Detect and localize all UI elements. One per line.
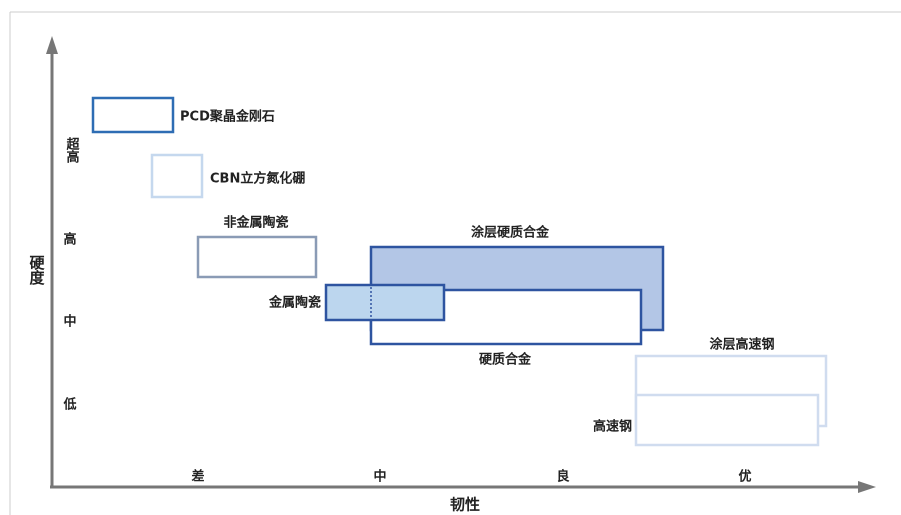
x-axis-title: 韧性 (450, 496, 480, 514)
y-axis-title: 硬度 (28, 255, 46, 286)
y-level: 高 (63, 232, 76, 248)
node-label: 高速钢 (593, 419, 632, 435)
y-arrow (46, 36, 58, 54)
x-level: 差 (191, 469, 204, 485)
y-level: 低 (62, 397, 76, 413)
cermet-box (324, 283, 446, 322)
node-label: 涂层高速钢 (709, 337, 774, 353)
x-level: 优 (738, 469, 751, 485)
ceramic-box (196, 235, 318, 279)
node-label: 非金属陶瓷 (223, 215, 288, 231)
hss-box (634, 393, 820, 447)
cbn-box (150, 153, 204, 199)
x-level: 良 (556, 469, 569, 485)
node-label: PCD聚晶金刚石 (180, 109, 275, 125)
node-label: CBN立方氮化硼 (210, 171, 305, 187)
node-label: 涂层硬质合金 (471, 225, 550, 241)
y-level: 中 (63, 314, 76, 330)
node-label: 硬质合金 (479, 352, 532, 368)
x-level: 中 (373, 469, 386, 485)
x-arrow (858, 481, 876, 493)
pcd-box (91, 96, 175, 134)
y-level: 超高 (64, 136, 80, 164)
node-label: 金属陶瓷 (268, 295, 321, 311)
